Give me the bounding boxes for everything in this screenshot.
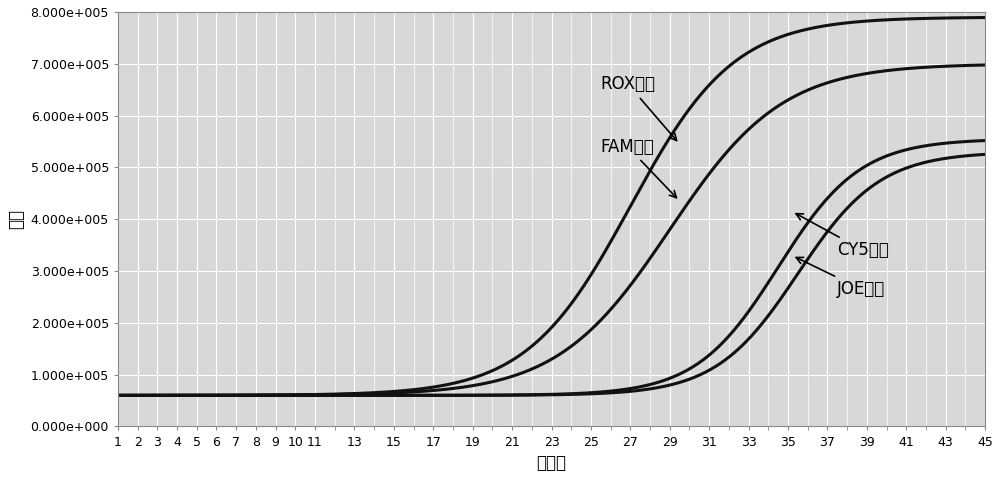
Text: JOE通道: JOE通道 — [796, 257, 886, 298]
Text: FAM通道: FAM通道 — [601, 137, 676, 198]
X-axis label: 循环数: 循环数 — [537, 454, 567, 472]
Text: CY5通道: CY5通道 — [796, 214, 889, 259]
Y-axis label: 荧光: 荧光 — [7, 209, 25, 229]
Text: ROX通道: ROX通道 — [601, 76, 677, 140]
